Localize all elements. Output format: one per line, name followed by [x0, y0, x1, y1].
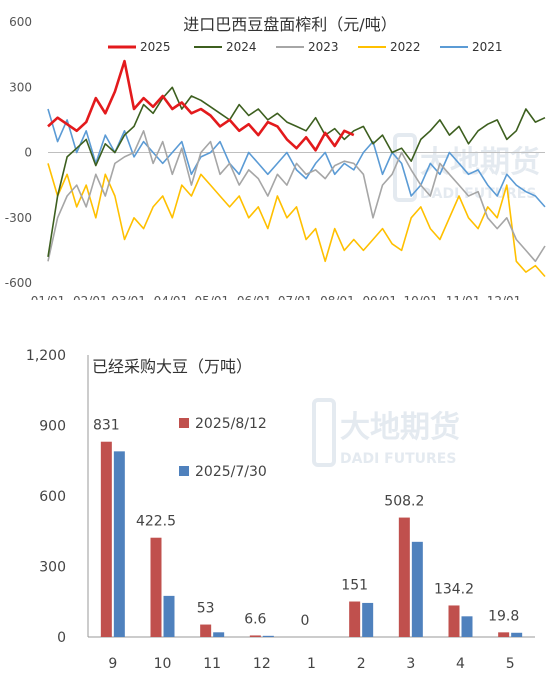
- bottom-x-tick-label: 2: [357, 656, 366, 672]
- bar-2025-7-30-11: [213, 632, 225, 637]
- top-x-tick-label: 01/01: [31, 294, 66, 300]
- top-axes: 600 300 0 -300 -600 01/01 02/0103/01 04/01 05/01…: [5, 15, 545, 300]
- legend-label-2025: 2025: [140, 40, 171, 54]
- top-x-tick-label: 10/01: [403, 294, 438, 300]
- soy-crush-margin-line-chart: 大地期货 DADI FUTURES 600 300 0 -300 -600 01/01 02…: [5, 15, 546, 300]
- top-y-tick-label: 0: [24, 146, 32, 160]
- series-line-2025: [47, 59, 355, 152]
- top-x-tick-label: 09/01: [362, 294, 397, 300]
- series-line-2021: [47, 108, 546, 208]
- bar-2025-8-12-11: [200, 624, 212, 637]
- top-x-tick-label: 04/01: [154, 294, 189, 300]
- legend-label-2022: 2022: [390, 40, 421, 54]
- bottom-y-tick-label: 900: [39, 419, 66, 435]
- top-x-tick-label: 08/01: [320, 294, 355, 300]
- bar-2025-7-30-2: [362, 602, 374, 637]
- bar-2025-7-30-5: [511, 632, 523, 637]
- bottom-chart-title: 已经采购大豆（万吨）: [92, 357, 252, 376]
- bar-data-label: 151: [341, 578, 368, 594]
- top-x-tick-label: 06/01: [237, 294, 272, 300]
- bottom-y-tick-label: 300: [39, 560, 66, 576]
- bar-2025-8-12-12: [249, 635, 261, 637]
- watermark-bottom: 大地期货 DADI FUTURES: [312, 398, 460, 467]
- top-y-tick-label: 300: [9, 80, 32, 94]
- top-x-tick-label: 12/01: [487, 294, 522, 300]
- top-y-tick-label: -300: [5, 211, 32, 225]
- bar-2025-7-30-4: [461, 616, 473, 637]
- watermark-cn-bottom: 大地期货: [340, 410, 460, 445]
- watermark-top: 大地期货 DADI FUTURES: [393, 133, 540, 202]
- bar-2025-8-12-3: [398, 517, 410, 637]
- top-series-lines: [47, 59, 546, 278]
- bottom-y-tick-label: 0: [57, 630, 66, 646]
- bottom-bars: 831 422.5 53 6.6 0 151 508.2 134.2 19.8: [93, 418, 523, 637]
- watermark-en-bottom: DADI FUTURES: [340, 451, 456, 467]
- bar-2025-8-12-5: [498, 632, 510, 637]
- top-x-tick-label: 11/01: [446, 294, 481, 300]
- bar-2025-7-30-3: [411, 541, 423, 637]
- bottom-y-tick-label: 600: [39, 489, 66, 505]
- bar-data-label: 508.2: [384, 494, 424, 510]
- bottom-legend-label: 2025/8/12: [195, 416, 267, 432]
- series-line-2022: [47, 163, 546, 278]
- legend-label-2021: 2021: [472, 40, 503, 54]
- bar-data-label: 19.8: [488, 608, 519, 624]
- bar-2025-8-12-4: [448, 605, 460, 637]
- bar-2025-8-12-2: [349, 601, 361, 637]
- bar-2025-7-30-10: [163, 595, 175, 637]
- bottom-x-tick-label: 12: [253, 656, 271, 672]
- bar-2025-7-30-12: [262, 635, 274, 637]
- series-line-2023: [47, 130, 546, 263]
- bar-2025-8-12-9: [100, 441, 112, 637]
- top-x-tick-label: 02/01: [73, 294, 108, 300]
- top-chart-title: 进口巴西豆盘面榨利（元/吨）: [183, 15, 396, 34]
- watermark-cn-top: 大地期货: [420, 145, 540, 180]
- bar-2025-7-30-9: [113, 451, 125, 637]
- series-line-2024: [47, 86, 546, 258]
- bottom-x-tick-label: 10: [154, 656, 172, 672]
- bottom-x-tick-label: 9: [108, 656, 117, 672]
- bar-data-label: 134.2: [434, 581, 474, 597]
- bottom-legend-label: 2025/7/30: [195, 464, 267, 480]
- bar-data-label: 6.6: [244, 611, 266, 627]
- bottom-legend: 2025/8/12 2025/7/30: [179, 416, 267, 480]
- bottom-x-tick-label: 5: [506, 656, 515, 672]
- top-x-tick-label: 03/01: [111, 294, 146, 300]
- bottom-x-tick-label: 11: [203, 656, 221, 672]
- top-y-tick-label: -600: [5, 276, 32, 290]
- top-legend: 2025 2024 2023 2022 2021: [108, 40, 503, 54]
- top-x-tick-label: 07/01: [278, 294, 313, 300]
- top-x-tick-label: 05/01: [195, 294, 230, 300]
- bar-data-label: 422.5: [136, 514, 176, 530]
- bar-2025-8-12-10: [150, 537, 162, 637]
- bottom-x-tick-label: 1: [307, 656, 316, 672]
- bar-data-label: 831: [93, 418, 120, 434]
- legend-label-2023: 2023: [308, 40, 339, 54]
- bottom-x-tick-label: 4: [456, 656, 465, 672]
- bottom-legend-swatch: [179, 466, 189, 476]
- bottom-legend-swatch: [179, 418, 189, 428]
- bar-data-label: 0: [301, 613, 310, 629]
- legend-label-2024: 2024: [226, 40, 257, 54]
- bottom-x-tick-label: 3: [406, 656, 415, 672]
- top-y-tick-label: 600: [9, 15, 32, 29]
- bar-data-label: 53: [197, 601, 215, 617]
- bottom-y-tick-label: 1,200: [26, 348, 66, 364]
